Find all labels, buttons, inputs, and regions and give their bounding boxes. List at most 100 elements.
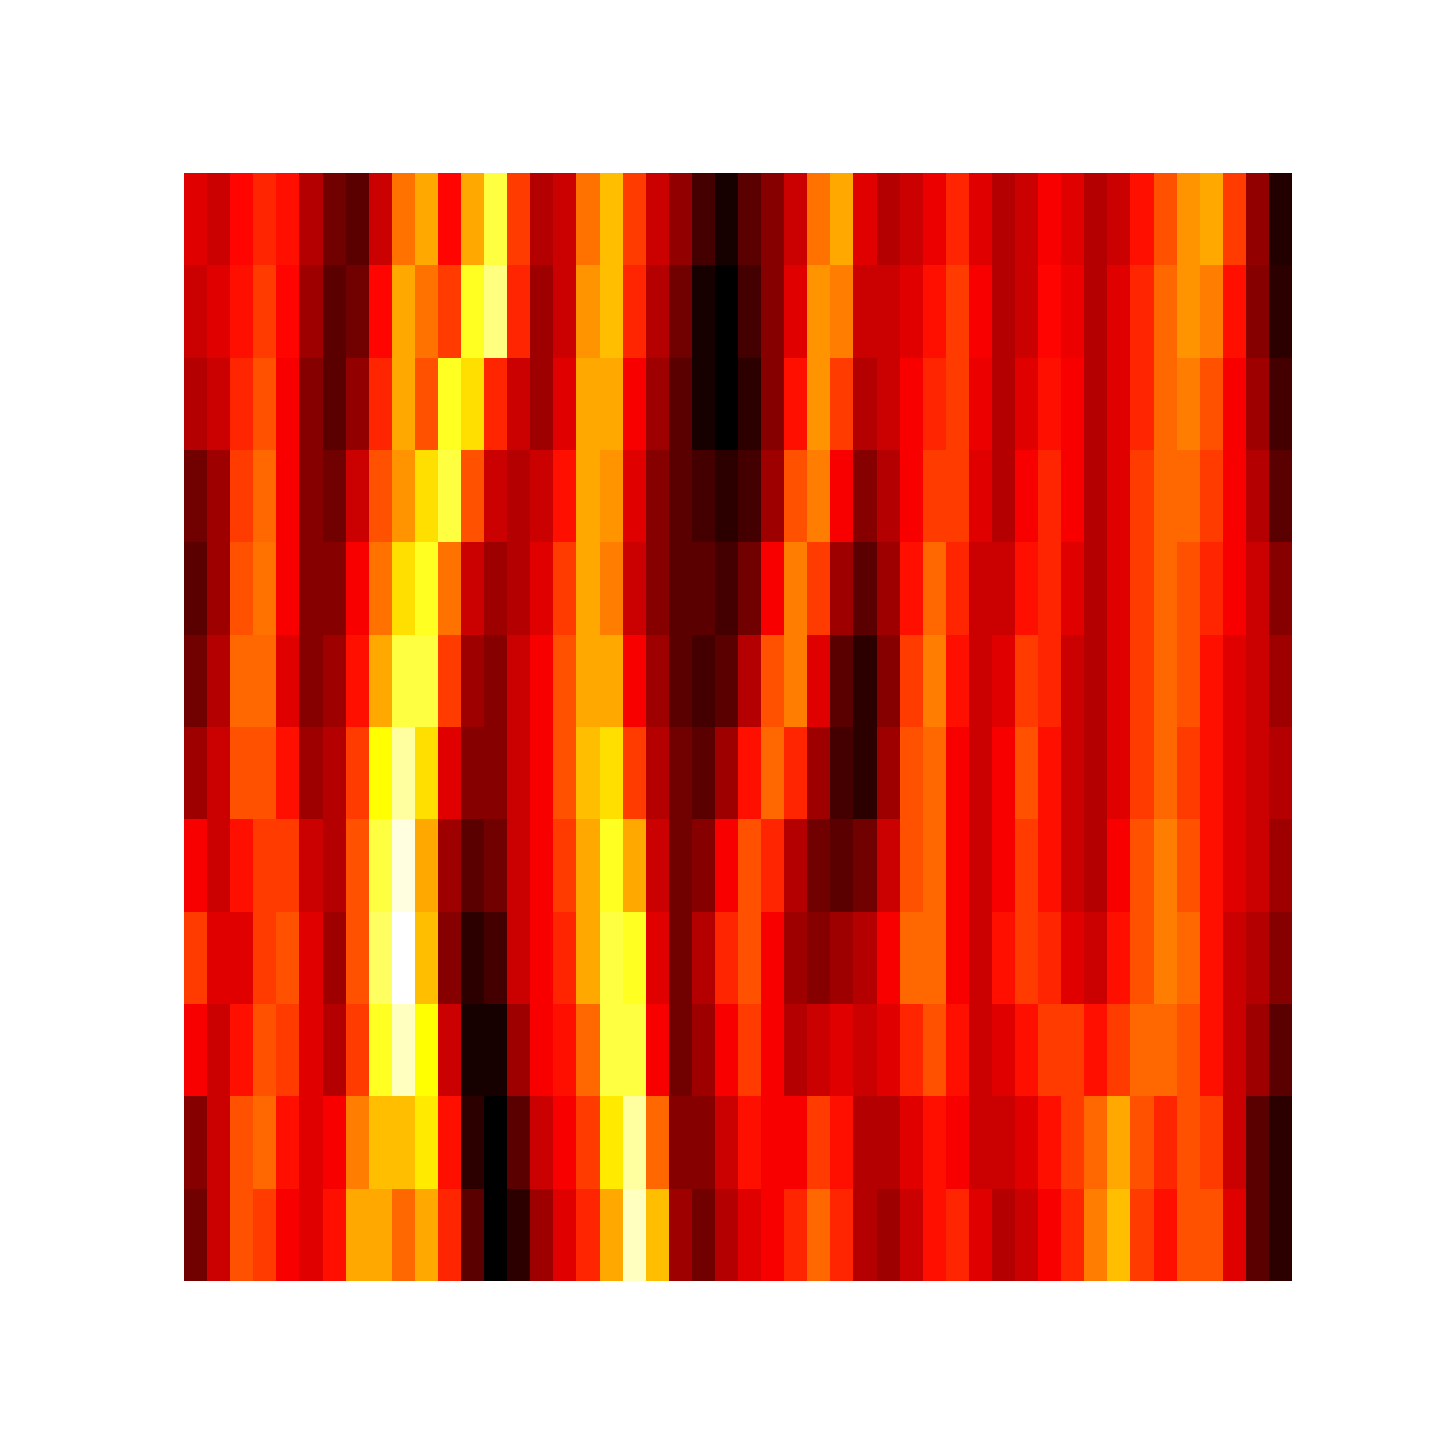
heatmap-cell	[692, 1189, 716, 1281]
heatmap-cell	[623, 1096, 647, 1189]
heatmap-cell	[1177, 912, 1201, 1005]
heatmap-cell	[900, 358, 924, 451]
heatmap-cell	[830, 635, 854, 728]
heatmap-cell	[969, 1189, 993, 1281]
heatmap-cell	[184, 1189, 208, 1281]
heatmap-cell	[1015, 912, 1039, 1005]
heatmap-cell	[576, 1096, 600, 1189]
heatmap-cell	[784, 1004, 808, 1097]
heatmap-cell	[438, 265, 462, 358]
heatmap-cell	[346, 1096, 370, 1189]
heatmap-cell	[923, 1096, 947, 1189]
heatmap-cell	[1246, 265, 1270, 358]
heatmap-cell	[761, 912, 785, 1005]
heatmap-cell	[1269, 912, 1292, 1005]
heatmap-cell	[1246, 358, 1270, 451]
heatmap-cell	[715, 542, 739, 635]
heatmap-cell	[1177, 450, 1201, 543]
heatmap-cell	[1107, 542, 1131, 635]
heatmap-cell	[484, 1096, 508, 1189]
heatmap-cell	[1107, 1096, 1131, 1189]
heatmap-cell	[415, 635, 439, 728]
heatmap-cell	[1177, 1096, 1201, 1189]
heatmap-cell	[1061, 1004, 1085, 1097]
heatmap-cell	[1107, 265, 1131, 358]
heatmap-cell	[715, 727, 739, 820]
heatmap-cell	[1177, 635, 1201, 728]
heatmap-cell	[299, 635, 323, 728]
heatmap-cell	[738, 819, 762, 912]
heatmap-cell	[692, 358, 716, 451]
heatmap-cell	[1107, 358, 1131, 451]
heatmap-cell	[623, 173, 647, 266]
heatmap-cell	[184, 819, 208, 912]
heatmap-cell	[784, 1189, 808, 1281]
heatmap-cell	[184, 173, 208, 266]
heatmap-cell	[369, 912, 393, 1005]
heatmap-cell	[1269, 173, 1292, 266]
heatmap-cell	[853, 173, 877, 266]
heatmap-cell	[276, 265, 300, 358]
heatmap-cell	[553, 1004, 577, 1097]
heatmap-cell	[784, 265, 808, 358]
heatmap-cell	[1200, 727, 1224, 820]
heatmap-cell	[1154, 819, 1178, 912]
heatmap-cell	[184, 727, 208, 820]
heatmap-cell	[692, 450, 716, 543]
heatmap-cell	[438, 173, 462, 266]
heatmap-cell	[784, 727, 808, 820]
heatmap-cell	[692, 912, 716, 1005]
heatmap-cell	[738, 542, 762, 635]
heatmap-cell	[253, 265, 277, 358]
heatmap-cell	[369, 173, 393, 266]
heatmap-cell	[623, 912, 647, 1005]
heatmap-cell	[646, 173, 670, 266]
heatmap-cell	[323, 450, 347, 543]
heatmap-cell	[1154, 265, 1178, 358]
heatmap-cell	[669, 173, 693, 266]
heatmap-cell	[992, 173, 1016, 266]
heatmap-cell	[992, 542, 1016, 635]
heatmap-cell	[623, 542, 647, 635]
heatmap-cell	[669, 1189, 693, 1281]
heatmap-cell	[738, 358, 762, 451]
heatmap-cell	[1107, 727, 1131, 820]
heatmap-cell	[1015, 1096, 1039, 1189]
heatmap-cell	[1015, 358, 1039, 451]
heatmap-cell	[1015, 542, 1039, 635]
heatmap-cell	[738, 173, 762, 266]
heatmap-cell	[992, 912, 1016, 1005]
heatmap-cell	[807, 1004, 831, 1097]
heatmap-cell	[1269, 819, 1292, 912]
heatmap-cell	[1200, 173, 1224, 266]
heatmap-cell	[1269, 1004, 1292, 1097]
heatmap-cell	[715, 819, 739, 912]
heatmap-cell	[369, 635, 393, 728]
heatmap-cell	[853, 635, 877, 728]
heatmap-cell	[877, 635, 901, 728]
heatmap-cell	[207, 358, 231, 451]
heatmap-cell	[715, 450, 739, 543]
heatmap-cell	[1177, 173, 1201, 266]
heatmap-cell	[923, 542, 947, 635]
heatmap-cell	[1130, 265, 1154, 358]
heatmap-cell	[253, 819, 277, 912]
heatmap-cell	[738, 912, 762, 1005]
heatmap-cell	[1223, 542, 1247, 635]
heatmap-cell	[1038, 173, 1062, 266]
heatmap-cell	[253, 635, 277, 728]
heatmap-cell	[1200, 542, 1224, 635]
heatmap-cell	[807, 1096, 831, 1189]
heatmap-cell	[323, 1189, 347, 1281]
heatmap-cell	[1130, 727, 1154, 820]
heatmap-cell	[600, 727, 624, 820]
heatmap-cell	[761, 450, 785, 543]
heatmap-cell	[484, 450, 508, 543]
heatmap-cell	[900, 819, 924, 912]
heatmap-cell	[576, 542, 600, 635]
heatmap-cell	[969, 1004, 993, 1097]
heatmap-cell	[415, 819, 439, 912]
heatmap-cell	[992, 1096, 1016, 1189]
heatmap-cell	[507, 358, 531, 451]
heatmap-cell	[415, 1096, 439, 1189]
